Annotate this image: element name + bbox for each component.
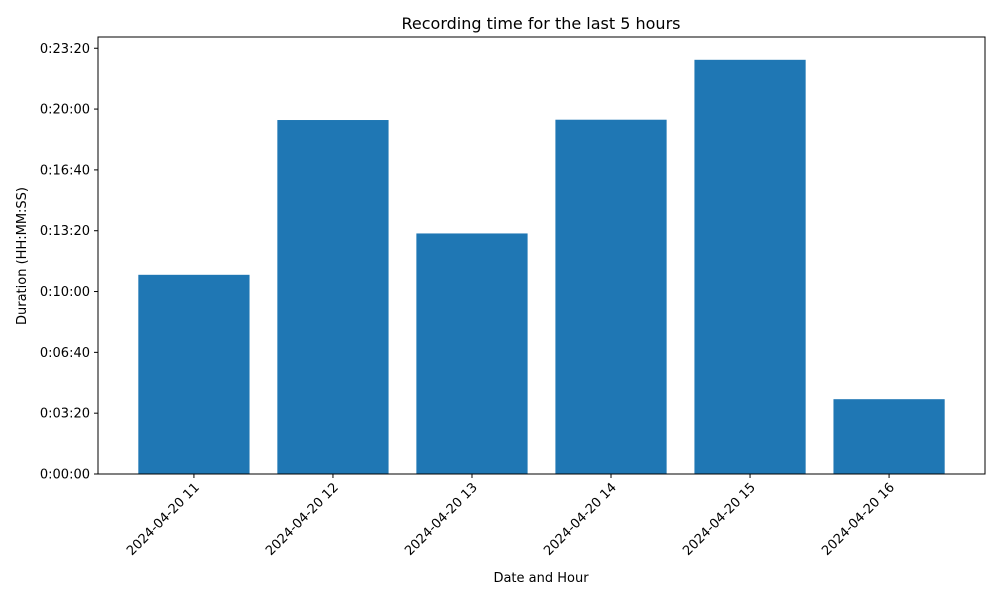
y-axis-ticks: 0:00:00 0:03:20 0:06:40 0:10:00 0:13:20 0:16:… <box>40 42 98 483</box>
bar-4 <box>555 119 667 475</box>
x-axis-ticks: 2024-04-20 11 2024-04-20 12 2024-04-20 13 2… <box>124 474 898 559</box>
bar-3 <box>416 233 528 474</box>
bar-5 <box>694 59 806 475</box>
y-tick-label: 0:03:20 <box>40 407 90 422</box>
bar-6 <box>833 399 945 474</box>
y-tick-label: 0:20:00 <box>40 103 90 118</box>
bars-group <box>138 59 945 475</box>
y-tick-label: 0:16:40 <box>40 163 90 178</box>
x-tick-label: 2024-04-20 13 <box>402 480 481 559</box>
bar-1 <box>138 274 250 474</box>
x-tick-label: 2024-04-20 15 <box>680 480 759 559</box>
x-axis-title: Date and Hour <box>493 571 589 586</box>
y-tick-label: 0:00:00 <box>40 468 90 483</box>
y-tick-label: 0:10:00 <box>40 285 90 300</box>
bar-2 <box>277 120 389 474</box>
x-tick-label: 2024-04-20 12 <box>263 480 342 559</box>
plot-frame <box>97 36 986 475</box>
y-tick-label: 0:23:20 <box>40 42 90 57</box>
y-axis-title: Duration (HH:MM:SS) <box>15 187 30 325</box>
x-tick-label: 2024-04-20 14 <box>541 480 620 559</box>
x-tick-label: 2024-04-20 11 <box>124 480 203 559</box>
y-tick-label: 0:13:20 <box>40 224 90 239</box>
chart-title: Recording time for the last 5 hours <box>402 14 681 33</box>
y-tick-label: 0:06:40 <box>40 346 90 361</box>
x-tick-label: 2024-04-20 16 <box>819 480 898 559</box>
